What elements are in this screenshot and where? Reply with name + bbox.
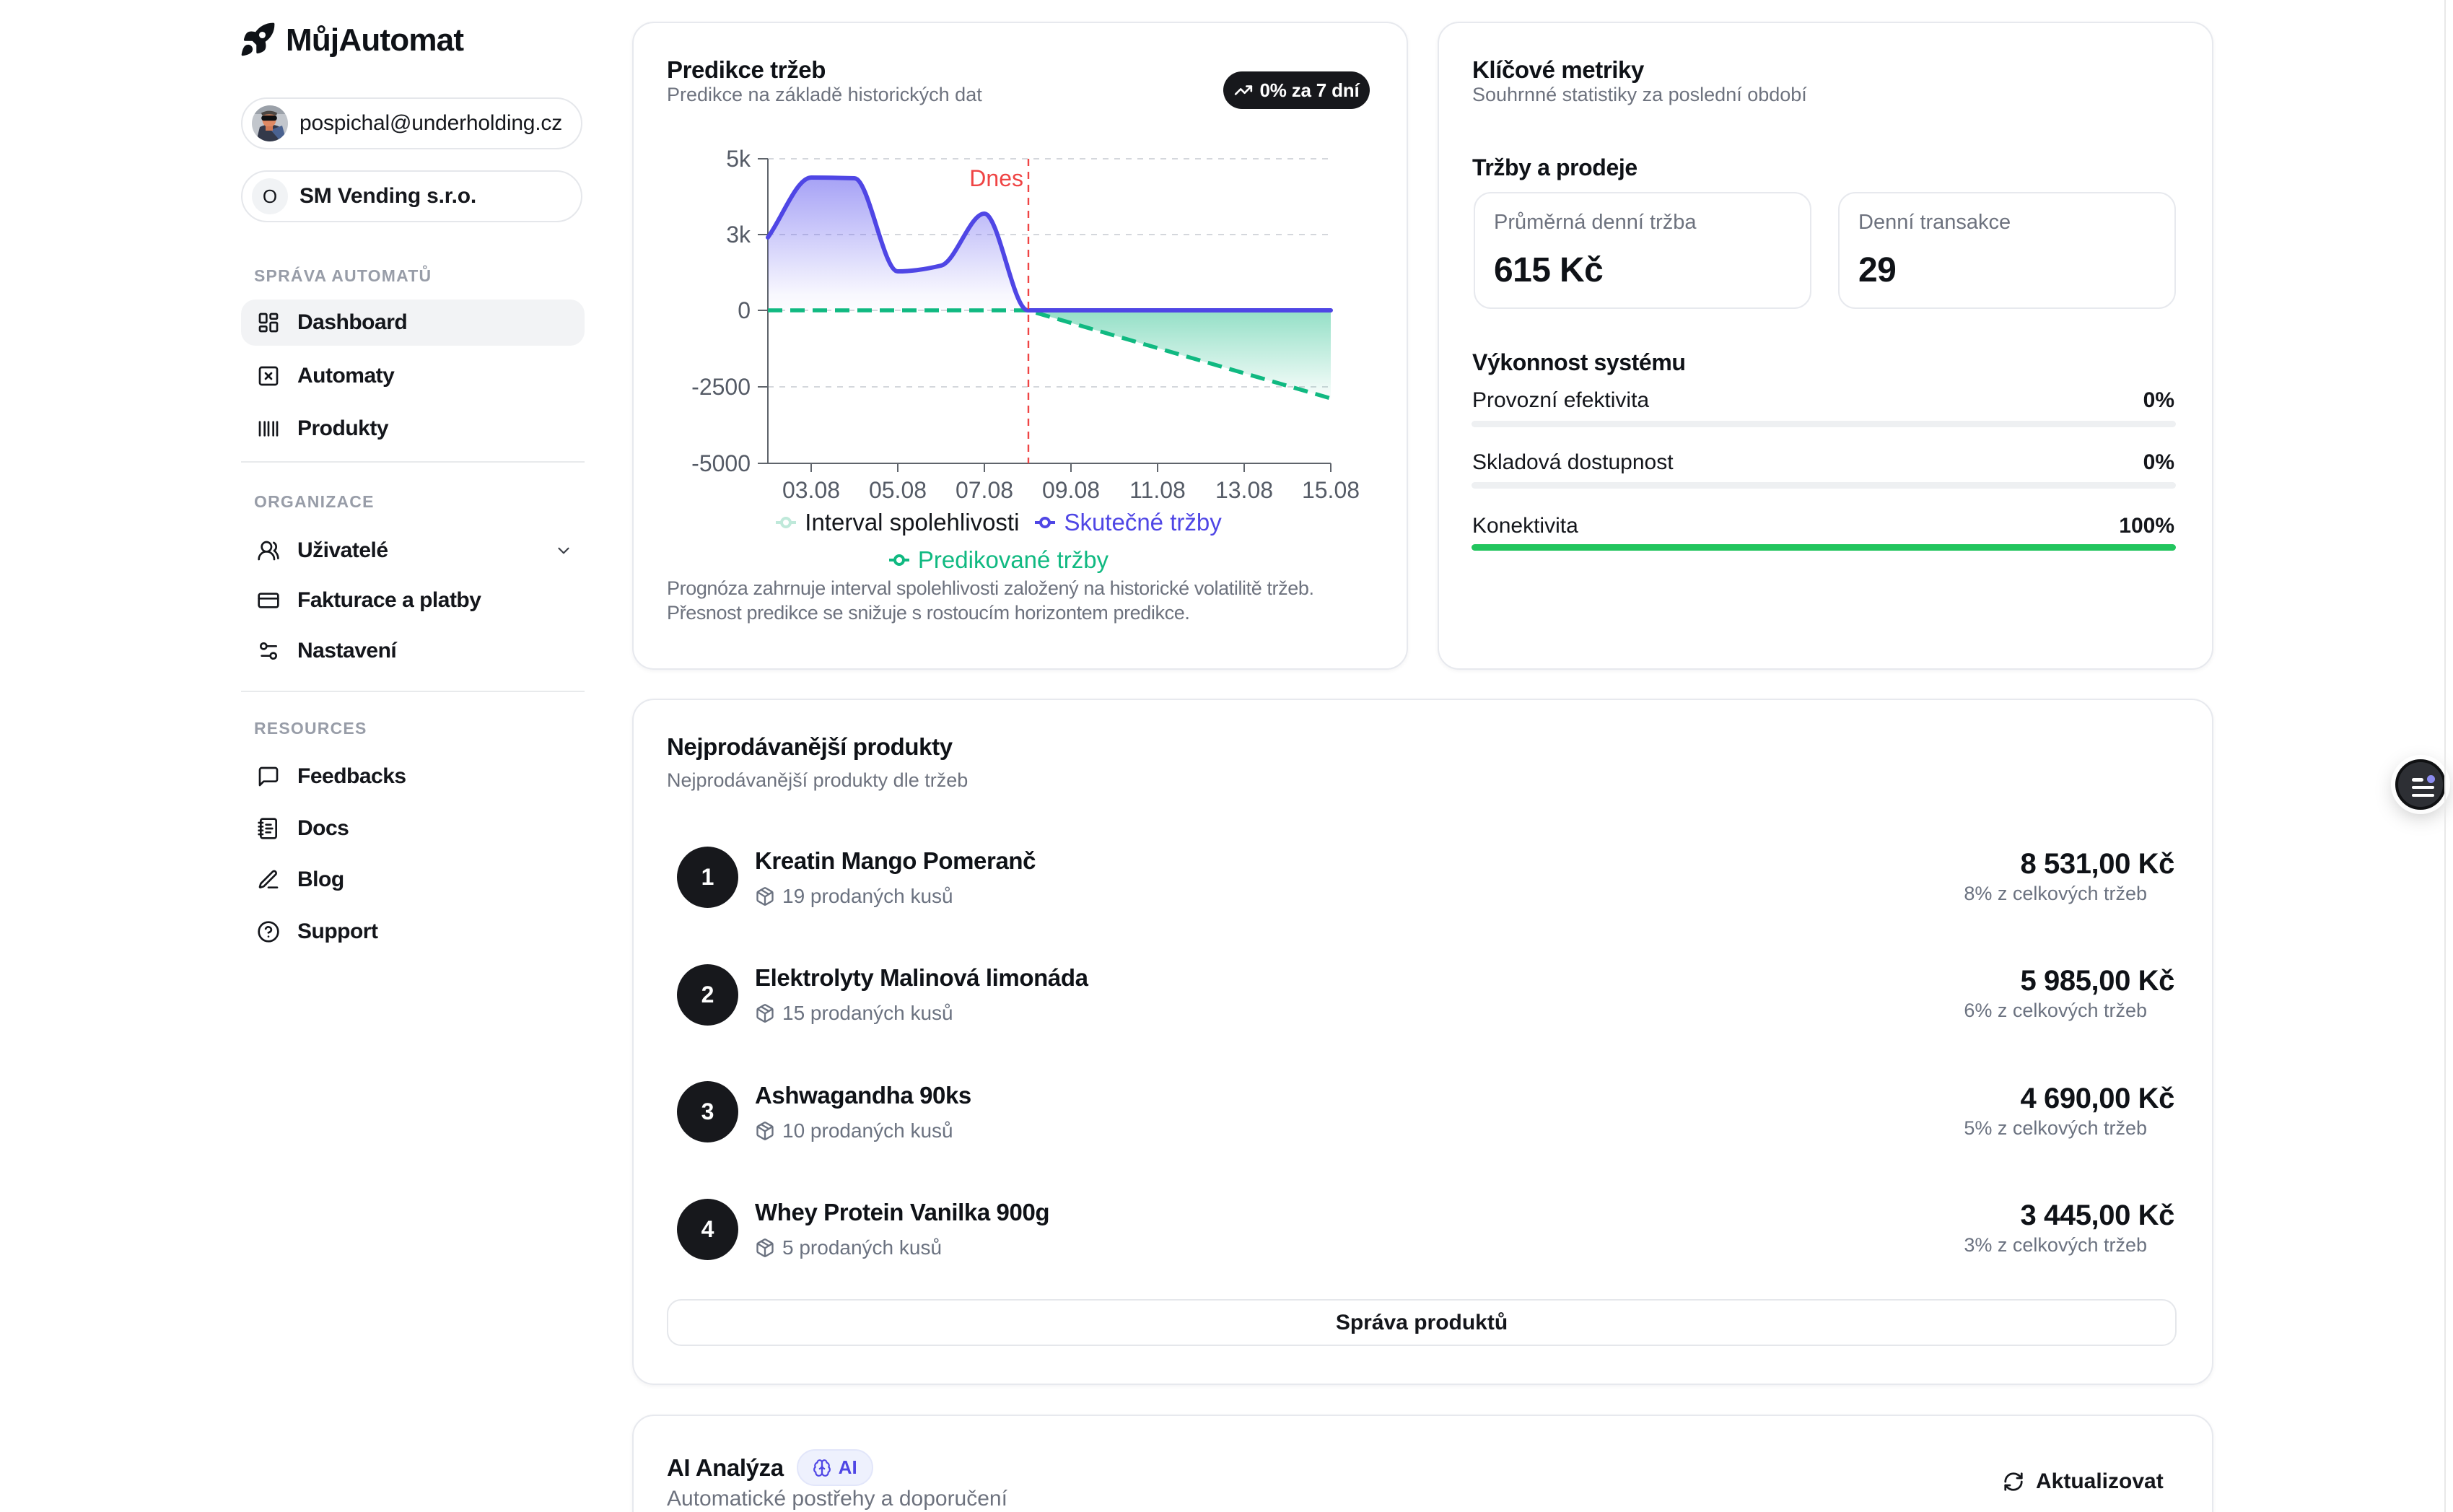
svg-text:0: 0	[738, 297, 751, 323]
svg-text:3k: 3k	[726, 222, 751, 248]
svg-text:09.08: 09.08	[1042, 477, 1100, 503]
svg-text:05.08: 05.08	[869, 477, 927, 503]
svg-text:11.08: 11.08	[1129, 477, 1186, 503]
svg-text:13.08: 13.08	[1215, 477, 1273, 503]
svg-text:-5000: -5000	[691, 450, 751, 476]
svg-text:03.08: 03.08	[782, 477, 840, 503]
svg-text:Dnes: Dnes	[969, 165, 1023, 191]
svg-text:07.08: 07.08	[956, 477, 1013, 503]
svg-text:-2500: -2500	[691, 374, 751, 400]
svg-text:5k: 5k	[726, 146, 751, 172]
svg-text:15.08: 15.08	[1302, 477, 1360, 503]
